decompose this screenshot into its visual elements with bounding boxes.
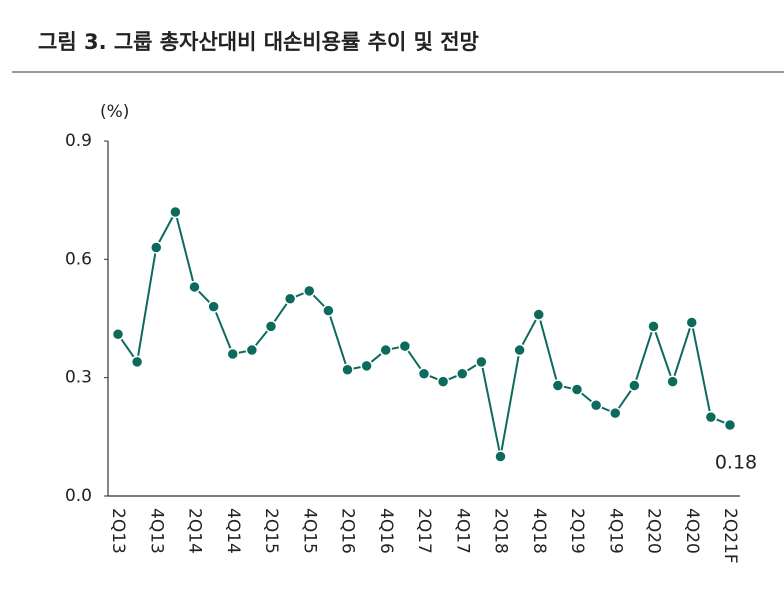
x-tick-label: 4Q18 (529, 508, 549, 554)
x-tick-label: 4Q15 (299, 508, 319, 554)
data-point (589, 399, 603, 412)
x-tick-label: 2Q14 (185, 508, 205, 554)
x-tick-label: 2Q17 (414, 508, 434, 554)
data-point (245, 343, 259, 357)
x-tick-label: 2Q13 (108, 508, 128, 554)
data-point (704, 410, 718, 424)
data-point (150, 241, 163, 254)
data-point (513, 343, 526, 357)
x-tick-label: 4Q19 (605, 508, 625, 554)
x-tick-label: 4Q14 (223, 508, 243, 554)
y-tick-label: 0.9 (65, 131, 92, 151)
x-tick-label: 4Q16 (376, 508, 396, 554)
data-point (283, 292, 297, 306)
data-point (264, 320, 278, 333)
data-point (360, 359, 373, 373)
x-tick-label: 4Q13 (146, 508, 166, 554)
data-point (226, 347, 239, 361)
data-point (647, 320, 660, 333)
x-tick-label: 2Q20 (644, 508, 664, 554)
data-point (169, 205, 182, 219)
data-point (666, 375, 679, 388)
data-point (551, 379, 565, 392)
data-label: 0.18 (715, 452, 757, 474)
data-point (436, 375, 450, 388)
x-tick-label: 2Q21F (720, 508, 740, 564)
data-point (723, 418, 737, 432)
x-tick-label: 4Q17 (452, 508, 472, 554)
data-point (532, 308, 545, 321)
y-axis-unit: (%) (100, 102, 129, 122)
data-point (188, 280, 201, 294)
data-point (398, 339, 412, 353)
data-point (475, 355, 488, 369)
x-tick-label: 2Q15 (261, 508, 281, 554)
data-point (303, 284, 316, 298)
data-point (341, 363, 354, 377)
data-point (609, 406, 622, 420)
data-point (130, 355, 144, 369)
y-tick-label: 0.6 (65, 249, 92, 269)
x-tick-label: 2Q18 (491, 508, 511, 554)
data-point (494, 450, 507, 463)
x-tick-label: 4Q20 (682, 508, 702, 554)
x-tick-label: 2Q19 (567, 508, 587, 554)
data-point (111, 328, 125, 341)
y-tick-label: 0.3 (65, 368, 92, 388)
data-point (456, 367, 469, 380)
y-tick-label: 0.0 (65, 486, 92, 506)
data-point (570, 383, 584, 396)
chart-title: 그림 3. 그룹 총자산대비 대손비용률 추이 및 전망 (38, 30, 479, 54)
data-line (117, 209, 731, 457)
data-point (417, 367, 431, 380)
data-point (322, 304, 335, 317)
x-tick-label: 2Q16 (338, 508, 358, 554)
data-point (628, 379, 641, 392)
data-point (379, 343, 392, 357)
data-point (207, 300, 220, 313)
data-point (685, 316, 698, 329)
